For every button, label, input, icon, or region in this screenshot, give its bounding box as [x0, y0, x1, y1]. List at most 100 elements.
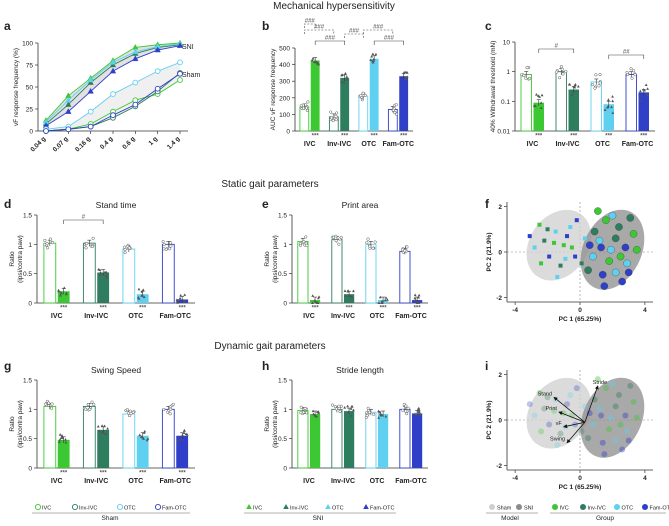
d-dot-sni — [178, 296, 182, 300]
c-dot-sni — [536, 94, 540, 97]
legend-sni-label: Fam-OTC — [370, 506, 394, 512]
i-point-sham — [573, 385, 580, 392]
g-dot-sham — [401, 408, 405, 412]
g-y-label-line: Ratio — [264, 416, 271, 432]
b-bracket-3 — [344, 33, 364, 38]
g-dot-sni — [413, 412, 417, 415]
f-x-tick-label: Fam-OTC — [160, 478, 192, 485]
e-y-tick-label: 1.5 — [278, 213, 287, 220]
h-x-tick-label: 4 — [643, 307, 647, 314]
h-x-tick-label: -4 — [512, 307, 518, 314]
g-dot-sham — [367, 410, 372, 414]
h-point-sni — [633, 245, 641, 254]
c-bar-sni — [638, 92, 649, 131]
g-y-tick-label: 1 — [283, 407, 287, 414]
c-dot-sham — [560, 67, 564, 71]
i-point-sni — [607, 414, 614, 421]
e-dot-sni — [378, 295, 382, 299]
h-point-sni — [597, 243, 605, 252]
h-y-tick-label: -2 — [496, 295, 502, 302]
b-dot-sni — [369, 58, 373, 62]
a-y-tick-label: 75 — [26, 63, 34, 70]
e-x-tick-label: IVC — [303, 313, 315, 320]
c-dot-sham — [626, 72, 630, 77]
i-point-sham — [531, 412, 538, 419]
g-dot-sni — [314, 414, 318, 418]
b-dot-sham — [335, 111, 339, 115]
b-dot-sni — [341, 73, 344, 77]
e-dot-sni — [344, 294, 348, 297]
legend-group-label: OTC — [622, 506, 634, 512]
d-y-label-line: Ratio — [9, 251, 16, 267]
d-y-label: Ratio(ipsi/contra paw) — [9, 235, 24, 283]
c-dot-sham — [559, 65, 563, 69]
e-dot-sni — [417, 293, 421, 297]
c-dot-sni — [539, 101, 543, 104]
g-dot-sni — [416, 410, 420, 413]
f-dot-sham — [86, 402, 90, 407]
f-dot-sham — [84, 407, 88, 411]
d-y-tick-label: 0 — [28, 301, 32, 308]
panel-letter-a: a — [4, 19, 11, 33]
b-dot-sham — [304, 103, 308, 107]
h-point-sni — [608, 211, 617, 220]
c-dot-sham — [591, 83, 595, 87]
b-bar-sni — [340, 77, 350, 131]
f-bar-sham — [122, 413, 136, 469]
b-x-tick-label: Fam-OTC — [383, 141, 415, 148]
i-vector-label: Stride — [593, 380, 607, 386]
c-dot-sham — [630, 76, 634, 80]
d-bar-sni — [136, 294, 149, 303]
a-point-sni — [154, 46, 161, 53]
b-dot-sni — [311, 57, 315, 60]
c-bar-sni — [533, 102, 544, 131]
g-dot-sni — [346, 404, 350, 408]
c-bar-sni — [603, 104, 614, 131]
f-dot-sham — [171, 402, 175, 406]
h-point-sham — [537, 222, 542, 227]
a-annotation-sni: SNI — [182, 44, 194, 51]
b-dot-sni — [310, 58, 314, 62]
i-point-sni — [589, 421, 596, 428]
f-significance-stars: *** — [60, 471, 68, 477]
g-dot-sham — [366, 406, 370, 410]
c-dot-sni — [638, 99, 642, 103]
h-point-sham — [561, 243, 566, 248]
e-dot-sni — [380, 299, 384, 303]
d-x-tick-label: OTC — [128, 313, 143, 320]
panel-letter-e: e — [262, 197, 269, 211]
c-dot-sni — [576, 84, 580, 88]
c-dot-sham — [524, 76, 528, 80]
e-bar-sham — [399, 250, 411, 304]
f-dot-sham — [125, 408, 129, 412]
c-dot-sni — [611, 99, 615, 103]
i-point-sni — [624, 428, 631, 435]
c-bracket-2 — [608, 54, 645, 59]
b-dot-sham — [334, 114, 338, 118]
i-vector-label: Print — [546, 406, 558, 412]
b-dot-sni — [342, 80, 346, 84]
g-dot-sni — [311, 409, 315, 413]
b-dot-sni — [345, 75, 349, 78]
c-dot-sham — [558, 76, 562, 80]
i-point-sham — [564, 401, 571, 408]
f-dot-sni — [102, 430, 106, 434]
e-dot-sni — [311, 301, 314, 304]
g-bar-sni — [378, 414, 389, 468]
e-dot-sham — [298, 242, 302, 246]
c-dot-sni — [646, 93, 649, 97]
i-point-sham — [557, 430, 564, 437]
d-dot-sham — [123, 251, 127, 255]
f-dot-sni — [145, 438, 149, 442]
c-y-label: 40% Withdrawal threshold (mN) — [490, 41, 497, 133]
g-x-tick-label: OTC — [370, 478, 385, 485]
f-dot-sni — [58, 437, 62, 441]
i-loading-vector — [566, 422, 586, 444]
b-bracket-4-label: ### — [373, 25, 384, 31]
h-x-label: PC 1 (65.25%) — [559, 316, 602, 323]
a-point-sni — [109, 67, 117, 74]
g-dot-sni — [417, 408, 421, 412]
e-x-tick-label: Inv-IVC — [331, 313, 355, 320]
f-x-tick-label: Inv-IVC — [84, 478, 108, 485]
legend-sni-marker — [325, 504, 331, 509]
